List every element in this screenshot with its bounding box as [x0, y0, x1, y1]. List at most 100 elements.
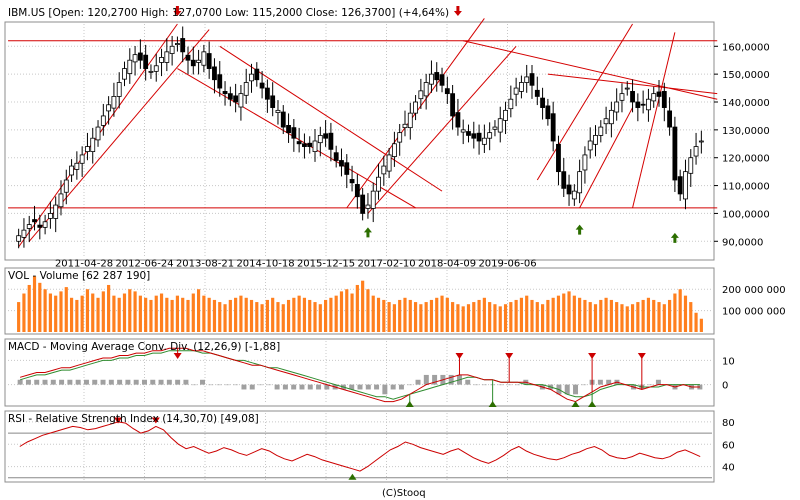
candle-body — [275, 109, 281, 113]
volume-bar — [668, 299, 672, 332]
volume-bar — [260, 304, 264, 332]
trend-line — [177, 68, 416, 209]
volume-bar — [69, 297, 74, 332]
volume-bar — [17, 302, 21, 332]
macd-histogram-bar — [224, 384, 230, 386]
candle-body — [476, 132, 482, 142]
candle-body — [354, 184, 360, 198]
down-triangle-icon — [588, 353, 597, 359]
candle-body — [418, 90, 424, 100]
volume-bar — [503, 304, 508, 332]
macd-histogram-bar — [200, 379, 205, 385]
volume-bar — [482, 297, 486, 332]
candle-body — [143, 54, 149, 69]
price-panel-frame — [4, 21, 715, 261]
candle-body — [175, 43, 180, 46]
volume-bar — [159, 293, 164, 332]
candle-body — [180, 38, 186, 53]
down-triangle-icon — [505, 353, 514, 359]
y-tick-label: 90,0000 — [722, 237, 763, 248]
x-tick-label: 2018-04-09 — [418, 258, 476, 269]
macd-histogram-bar — [581, 384, 587, 386]
macd-histogram-bar — [166, 379, 172, 385]
candle-body — [460, 129, 466, 133]
candle-body — [508, 98, 514, 110]
volume-bar — [255, 302, 259, 332]
rsi-line — [19, 421, 701, 472]
candle-body — [376, 176, 381, 192]
macd-histogram-bar — [241, 384, 247, 390]
candle-body — [74, 162, 80, 170]
copyright-footer: (C)Stooq — [382, 488, 426, 499]
volume-bar — [615, 302, 619, 332]
candle-body — [270, 95, 276, 108]
candle-body — [259, 82, 265, 89]
candle-body — [111, 96, 117, 109]
trend-line — [367, 45, 517, 214]
volume-bar — [371, 295, 375, 332]
volume-bar — [85, 289, 90, 332]
candle-body — [323, 133, 329, 139]
trend-line — [463, 40, 718, 100]
macd-histogram-bar — [647, 384, 653, 386]
macd-histogram-bar — [465, 379, 471, 385]
volume-bar — [551, 297, 555, 332]
volume-bar — [334, 295, 338, 332]
candle-body — [561, 171, 567, 189]
volume-bar — [525, 295, 529, 332]
macd-histogram-bar — [75, 379, 81, 385]
volume-bar — [683, 295, 688, 332]
volume-bar — [112, 295, 116, 332]
grid-lines — [8, 24, 718, 480]
volume-bar — [514, 299, 518, 332]
macd-histogram-bar — [398, 384, 404, 390]
candle-body — [667, 110, 673, 128]
volume-bar — [435, 297, 439, 332]
macd-histogram-bar — [34, 379, 40, 385]
macd-histogram-bar — [108, 379, 114, 385]
y-tick-label: 120,0000 — [722, 154, 770, 165]
macd-histogram-bar — [324, 384, 330, 390]
candle-body — [698, 140, 704, 143]
candle-body — [153, 65, 159, 72]
candle-body — [455, 112, 461, 128]
candle-body — [545, 105, 551, 120]
macd-histogram-bar — [473, 384, 479, 386]
volume-bar — [181, 297, 185, 332]
candle-body — [264, 87, 270, 100]
volume-bar — [196, 289, 201, 332]
candle-body — [587, 140, 593, 151]
candle-body — [132, 54, 138, 63]
candle-body — [280, 111, 286, 128]
candle-body — [407, 112, 413, 129]
candle-body — [571, 190, 577, 200]
volume-bar — [477, 299, 481, 332]
volume-bar — [451, 302, 455, 332]
candle-body — [640, 103, 646, 106]
candle-body — [63, 179, 69, 193]
trend-line — [536, 23, 633, 181]
candle-body — [190, 59, 196, 67]
candle-body — [481, 137, 487, 145]
macd-histogram-bar — [175, 379, 181, 385]
volume-bar — [546, 299, 550, 332]
volume-bar — [96, 297, 100, 332]
up-triangle-icon — [348, 473, 357, 480]
y-tick-label: 110,0000 — [722, 182, 770, 193]
macd-histogram-bar — [59, 379, 65, 385]
candle-body — [624, 87, 630, 90]
x-tick-label: 2012-06-24 — [115, 258, 173, 269]
volume-bar — [662, 304, 666, 332]
candle-body — [630, 91, 635, 103]
candle-body — [370, 190, 376, 209]
candle-body — [656, 91, 662, 97]
candle-body — [79, 154, 85, 164]
candle-body — [243, 82, 249, 96]
up-arrow-icon — [670, 232, 679, 243]
macd-histogram-bar — [216, 384, 222, 386]
volume-header: VOL - Volume [62 287 190] — [8, 270, 150, 282]
candle-body — [524, 76, 530, 83]
candle-body — [688, 157, 694, 174]
volume-bar — [276, 302, 280, 332]
